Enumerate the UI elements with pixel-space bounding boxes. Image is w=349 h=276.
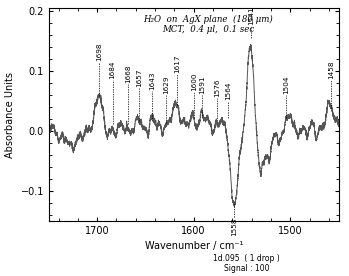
Text: 1643: 1643: [149, 72, 155, 90]
Text: 1600: 1600: [191, 72, 197, 91]
Text: 1617: 1617: [174, 54, 180, 73]
Text: 1576: 1576: [214, 78, 220, 97]
Text: 1541: 1541: [248, 7, 254, 25]
X-axis label: Wavenumber / cm⁻¹: Wavenumber / cm⁻¹: [144, 241, 243, 251]
Text: 1684: 1684: [110, 60, 116, 79]
Text: 1504: 1504: [283, 75, 289, 94]
Text: 1668: 1668: [125, 65, 131, 83]
Text: 1d.095  ( 1 drop )
Signal : 100: 1d.095 ( 1 drop ) Signal : 100: [214, 254, 280, 273]
Text: 1657: 1657: [136, 68, 142, 87]
Text: 1591: 1591: [199, 75, 205, 94]
Text: 1629: 1629: [163, 75, 169, 94]
Text: 1564: 1564: [225, 81, 231, 100]
Text: 1458: 1458: [328, 60, 334, 79]
Y-axis label: Absorbance Units: Absorbance Units: [5, 71, 15, 158]
Text: H₂O  on  AgX plane  (180 μm)
MCT,  0.4 μl,  0.1 sec: H₂O on AgX plane (180 μm) MCT, 0.4 μl, 0…: [143, 15, 273, 34]
Text: 1698: 1698: [96, 43, 102, 61]
Text: 1558: 1558: [231, 218, 237, 236]
